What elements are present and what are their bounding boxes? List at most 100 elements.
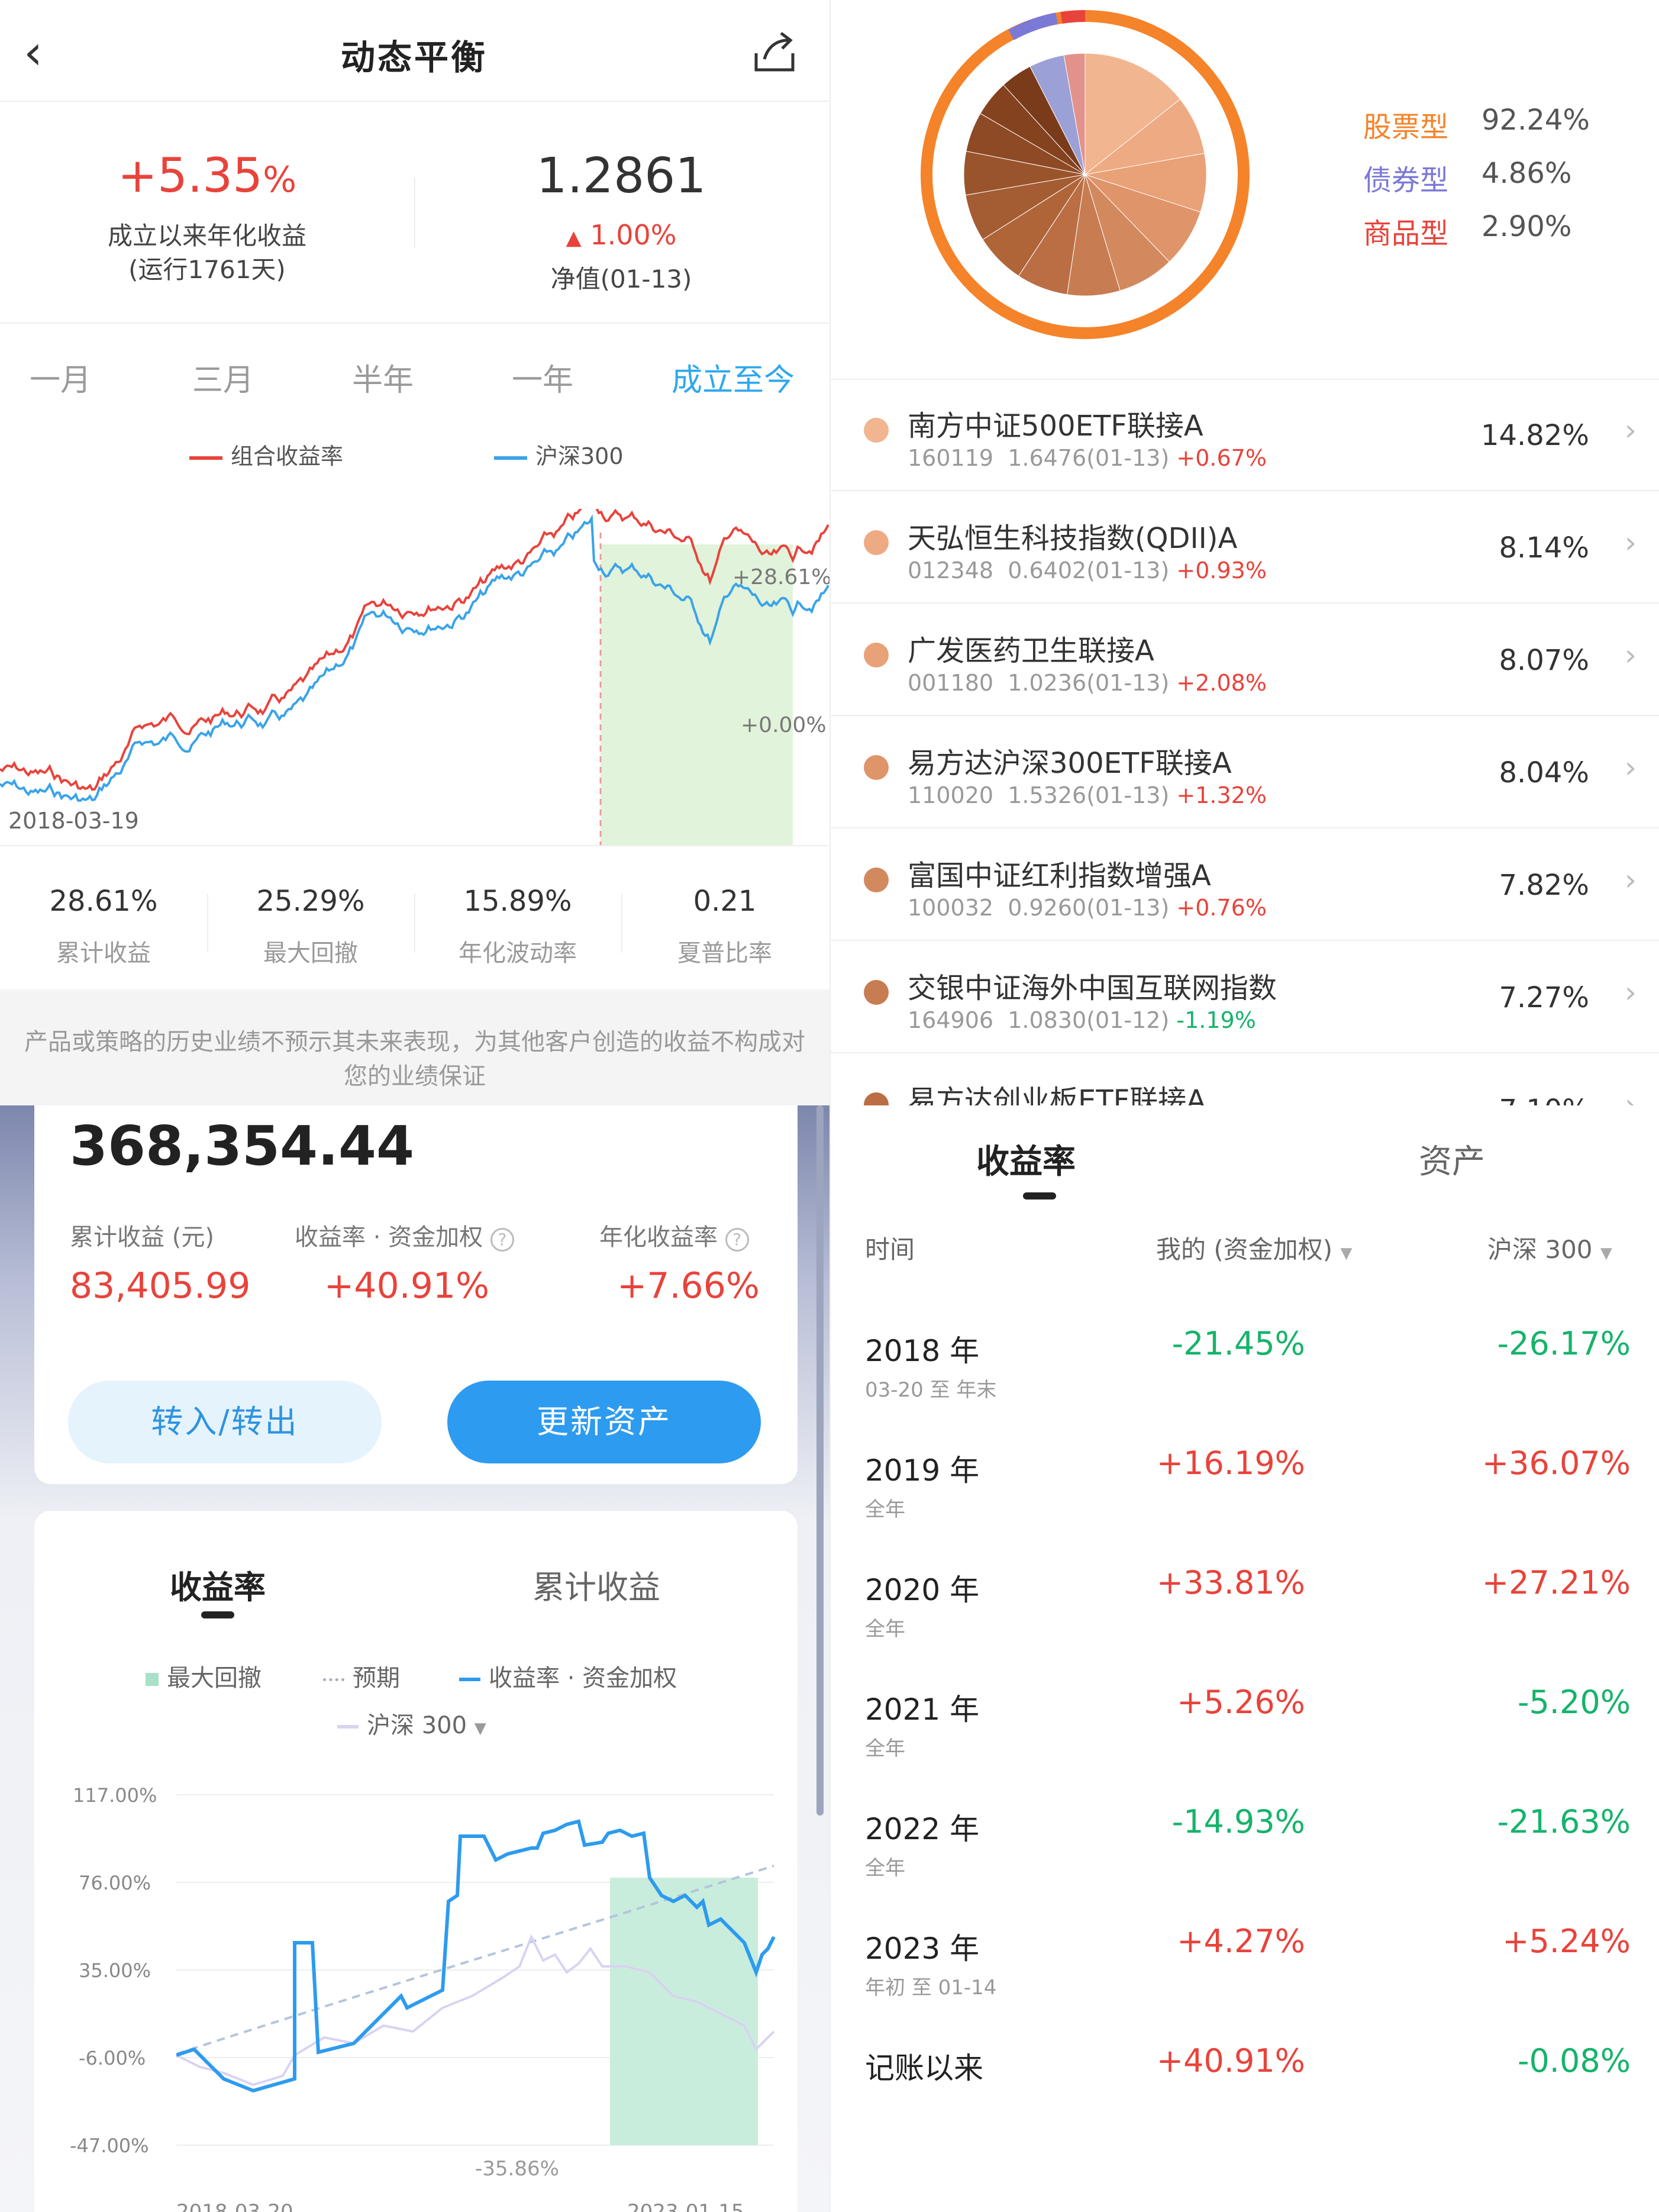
my-return: +33.81% [1156,1564,1305,1601]
tab-cum-return[interactable]: 累计收益 [532,1569,660,1606]
fund-nav: 0.9260(01-13) [1008,895,1170,921]
disclaimer: 产品或策略的历史业绩不预示其未来表现，为其他客户创造的收益不构成对您的业绩保证 [0,989,830,1105]
fund-name: 易方达创业板ETF联接A [908,1084,1206,1105]
nav-change-value: 1.00% [590,219,677,251]
fund-color-dot [864,418,889,443]
tab-yield[interactable]: 收益率 [976,1143,1076,1181]
annual-return-label: 成立以来年化收益 [107,221,306,250]
help-icon[interactable]: ? [725,1228,749,1252]
allocation-legend-label: 债券型 [1363,164,1449,197]
hs300-line [176,1934,775,2087]
back-arrow-icon[interactable]: ‹ [24,25,43,80]
fund-weight: 8.14% [1499,531,1589,565]
fund-item[interactable]: 天弘恒生科技指数(QDII)A 012348 0.6402(01-13) +0.… [831,491,1659,604]
return-chart [176,1794,776,2146]
hs300-return: -5.20% [1517,1684,1631,1721]
range-tab-1m[interactable]: 一月 [30,363,92,398]
tab-return-rate[interactable]: 收益率 [170,1569,266,1606]
range-tab-all[interactable]: 成立至今 [672,363,795,398]
fund-change: +1.32% [1176,782,1267,808]
fund-name: 广发医药卫生联接A [908,634,1154,668]
table-row: 2021 年 全年 +5.26% -5.20% [831,1684,1659,1804]
fund-item[interactable]: 交银中证海外中国互联网指数 164906 1.0830(01-12) -1.19… [831,941,1659,1053]
legend-expected: 预期 [323,1659,400,1693]
dropdown-caret-icon: ▼ [1600,1244,1612,1262]
fund-change: +0.93% [1176,557,1267,583]
pie-slice [1085,98,1205,175]
fund-item[interactable]: 南方中证500ETF联接A 160119 1.6476(01-13) +0.67… [831,379,1659,491]
allocation-legend-value: 2.90% [1482,210,1572,243]
yearly-returns-panel: 收益率 资产 时间 我的 (资金加权) ▼ 沪深 300 ▼ 2018 年 03… [830,1105,1659,2212]
fund-item[interactable]: 易方达沪深300ETF联接A 110020 1.5326(01-13) +1.3… [831,716,1659,828]
fund-weight: 8.04% [1499,756,1589,789]
fund-nav: 1.0236(01-13) [1008,670,1170,696]
tab-asset[interactable]: 资产 [1419,1143,1485,1181]
table-row: 记账以来 +40.91% -0.08% [831,2042,1659,2163]
update-asset-button[interactable]: 更新资产 [447,1381,761,1463]
fund-item[interactable]: 广发医药卫生联接A 001180 1.0236(01-13) +2.08% 8.… [831,604,1659,716]
annual-value: +7.66% [617,1265,760,1307]
range-tab-1y[interactable]: 一年 [512,363,574,398]
transfer-button[interactable]: 转入/转出 [68,1381,382,1463]
drawdown-label: -35.86% [475,2157,559,2181]
stat-value: 25.29% [256,885,365,918]
bond-arc [1008,12,1058,40]
col-time: 时间 [865,1235,915,1264]
y-tick: -6.00% [79,2047,146,2069]
year-label: 2023 年 [865,1932,980,1966]
fund-change: +2.08% [1176,670,1267,696]
year-sub: 年初 至 01-14 [865,1976,997,2000]
fund-item[interactable]: 富国中证红利指数增强A 100032 0.9260(01-13) +0.76% … [831,828,1659,941]
y-tick: 35.00% [79,1959,151,1982]
scrollbar[interactable] [816,1105,824,1816]
fund-code: 012348 [908,557,994,583]
annual-return-value: +5.35 [117,148,263,203]
nav-value: 1.2861 [536,148,706,204]
legend-weighted: 收益率 · 资金加权 [459,1659,677,1693]
stat-value: 15.89% [463,885,572,918]
commodity-arc [1060,10,1086,24]
pie-slice [1085,53,1181,176]
fund-name: 南方中证500ETF联接A [908,409,1203,443]
annual-return-unit: % [263,159,297,201]
range-tab-6m[interactable]: 半年 [352,363,414,398]
fund-color-dot [864,868,889,892]
year-sub: 全年 [865,1498,905,1521]
expected-line [176,1865,774,2055]
fund-code: 160119 [908,445,994,471]
col-mine[interactable]: 我的 (资金加权) ▼ [1156,1235,1353,1264]
rate-value: +40.91% [324,1265,490,1307]
hs300-return: +27.21% [1482,1564,1631,1601]
allocation-legend-label: 商品型 [1363,217,1449,250]
year-label: 2020 年 [865,1573,980,1607]
fund-item[interactable]: 易方达创业板ETF联接A 7.10% › [831,1053,1659,1105]
share-icon[interactable] [751,30,799,75]
chevron-right-icon: › [1625,975,1637,1010]
total-asset: 368,354.44 [70,1114,415,1178]
chevron-right-icon: › [1625,638,1637,672]
help-icon[interactable]: ? [490,1228,514,1252]
legend-hs300[interactable]: 沪深 300 ▼ [337,1706,486,1740]
y-tick: 76.00% [79,1872,151,1894]
holdings-pie [963,53,1207,296]
fund-name: 天弘恒生科技指数(QDII)A [908,522,1238,555]
fund-color-dot [864,755,889,780]
benchmark-line [0,514,830,802]
year-label: 2019 年 [865,1453,980,1488]
year-sub: 全年 [865,1737,905,1760]
drawdown-area [610,1878,758,2145]
col-hs300[interactable]: 沪深 300 ▼ [1487,1235,1612,1264]
table-row: 2022 年 全年 -14.93% -21.63% [831,1803,1659,1924]
stat-label: 夏普比率 [677,940,772,967]
fund-weight: 14.82% [1480,419,1589,452]
nav-change: ▲ 1.00% [473,219,769,251]
range-tab-3m[interactable]: 三月 [192,363,254,398]
fund-color-dot [864,1092,889,1105]
table-row: 2019 年 全年 +16.19% +36.07% [831,1444,1659,1565]
table-row: 2018 年 03-20 至 年末 -21.45% -26.17% [831,1325,1659,1446]
cum-return-label: 累计收益 (元) [70,1224,214,1251]
allocation-legend-value: 4.86% [1482,157,1572,190]
legend-drawdown: 最大回撤 [146,1659,262,1693]
fund-color-dot [864,980,889,1005]
fund-meta: 160119 1.6476(01-13) +0.67% [908,445,1267,471]
